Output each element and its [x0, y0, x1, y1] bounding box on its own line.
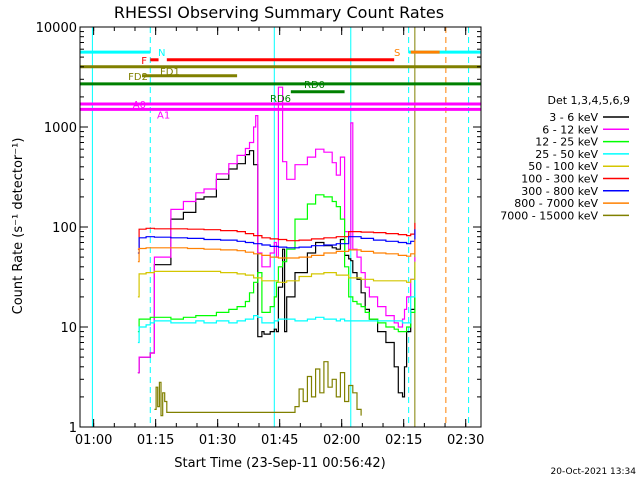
state-label-a0: A0 — [133, 100, 146, 111]
series-line — [137, 194, 416, 333]
x-tick-label: 02:00 — [323, 433, 360, 448]
series-line — [137, 229, 416, 254]
series-line — [137, 222, 416, 250]
legend-title: Det 1,3,4,5,6,9 — [547, 94, 630, 107]
y-tick-label: 1000 — [44, 121, 77, 136]
legend-entry-label: 6 - 12 keV — [542, 123, 598, 136]
y-tick-label: 1 — [69, 421, 77, 436]
x-tick-label: 01:30 — [199, 433, 236, 448]
state-label-rd0: RD0 — [304, 80, 325, 91]
chart-title: RHESSI Observing Summary Count Rates — [114, 3, 444, 22]
series-line — [154, 361, 362, 417]
y-tick-label: 10000 — [36, 21, 77, 36]
series-line — [137, 261, 416, 344]
legend-entry-label: 50 - 100 keV — [528, 160, 598, 173]
legend-entry-label: 12 - 25 keV — [535, 136, 598, 149]
x-axis-label: Start Time (23-Sep-11 00:56:42) — [174, 456, 385, 471]
series-line — [137, 239, 416, 263]
legend-entry-label: 3 - 6 keV — [549, 111, 598, 124]
x-tick-label: 01:15 — [137, 433, 174, 448]
y-tick-label: 10 — [60, 321, 77, 336]
axes: 01:00 01:15 01:30 01:45 02:00 02:15 02:30 1 10 10… — [36, 21, 485, 448]
y-tick-label: 100 — [52, 221, 77, 236]
plot-area: N S F FD1 FD2 RD0 RD6 A0 A1 — [80, 27, 481, 427]
series-line — [137, 150, 416, 398]
state-label-f: F — [141, 56, 147, 67]
series-line — [137, 261, 416, 298]
legend-entry-label: 100 - 300 keV — [521, 173, 598, 186]
timestamp-label: 20-Oct-2021 13:34 — [551, 467, 637, 477]
legend-entry-label: 25 - 50 keV — [535, 148, 598, 161]
x-tick-label: 01:00 — [75, 433, 112, 448]
legend-entry-label: 800 - 7000 keV — [514, 197, 598, 210]
state-label-n: N — [158, 48, 165, 59]
x-tick-label: 02:15 — [385, 433, 422, 448]
state-label-fd1: FD1 — [160, 67, 180, 78]
state-label-rd6: RD6 — [270, 94, 291, 105]
x-tick-label: 01:45 — [261, 433, 298, 448]
state-label-fd2: FD2 — [128, 72, 148, 83]
state-label-s: S — [394, 48, 400, 59]
series-line — [137, 86, 416, 374]
state-label-a1: A1 — [157, 110, 170, 121]
legend-entry-label: 7000 - 15000 keV — [500, 209, 598, 222]
legend-entry-label: 300 - 800 keV — [521, 185, 598, 198]
x-tick-label: 02:30 — [447, 433, 484, 448]
y-axis-label: Count Rate (s⁻¹ detector⁻¹) — [11, 138, 26, 315]
